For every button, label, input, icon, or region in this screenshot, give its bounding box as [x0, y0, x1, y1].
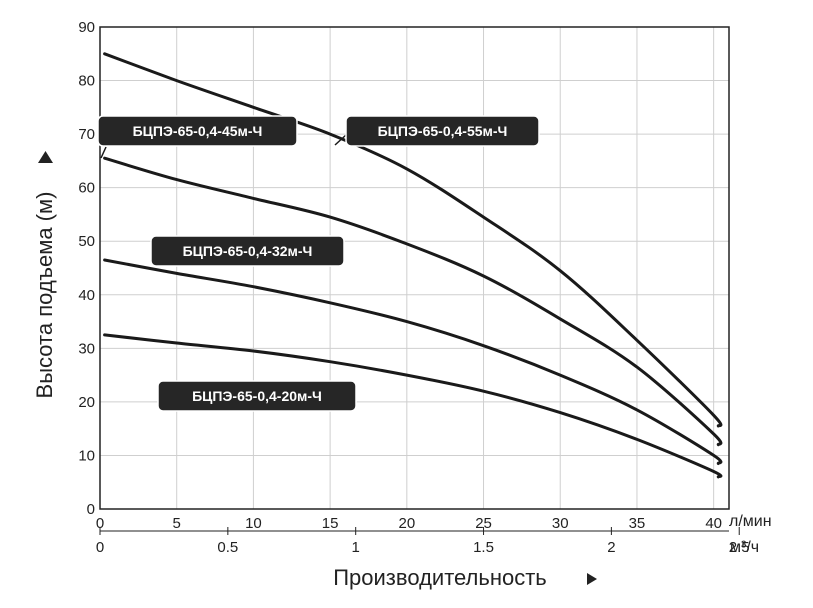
x-tick-label-lpm: 15 [322, 515, 339, 532]
x-unit-primary: л/мин [729, 513, 772, 530]
series-label-text: БЦПЭ-65-0,4-45м-Ч [133, 123, 263, 139]
x-tick-label-lpm: 35 [629, 515, 646, 532]
y-tick-label: 10 [78, 447, 95, 464]
x-tick-label-m3h: 1.5 [473, 539, 494, 556]
series-label-leader [100, 146, 107, 159]
series-label-box [150, 235, 345, 267]
series-labels: БЦПЭ-65-0,4-55м-Ч БЦПЭ-65-0,4-45м-Ч БЦПЭ-6… [97, 115, 540, 412]
y-tick-label: 30 [78, 340, 95, 357]
series-label-text: БЦПЭ-65-0,4-32м-Ч [183, 243, 313, 259]
y-axis-title: Высота подъема (м) [32, 192, 57, 399]
x-tick-label-m3h: 2.5 [729, 539, 750, 556]
y-tick-label: 70 [78, 126, 95, 143]
curves [103, 52, 723, 479]
x-tick-label-m3h: 0.5 [217, 539, 238, 556]
series-label-text: БЦПЭ-65-0,4-20м-Ч [192, 388, 322, 404]
series-label-box [157, 380, 357, 412]
series-label-box [345, 115, 540, 147]
y-tick-label: 60 [78, 180, 95, 197]
x-axis-ticks-m3h: 0 0.5 1 1.5 2 2.5 [96, 527, 750, 556]
grid [99, 26, 729, 510]
x-tick-label-lpm: 0 [96, 515, 104, 532]
y-tick-label: 0 [87, 501, 95, 518]
series-curve-3 [103, 333, 723, 479]
y-tick-label: 40 [78, 287, 95, 304]
x-tick-label-lpm: 20 [398, 515, 415, 532]
x-tick-label-m3h: 2 [607, 539, 615, 556]
x-tick-label-lpm: 40 [705, 515, 722, 532]
x-axis-ticks-lpm: 0 5 10 15 20 25 30 35 40 [96, 515, 722, 532]
x-axis-title: Производительность [333, 565, 547, 590]
y-tick-label: 80 [78, 73, 95, 90]
series-label-text: БЦПЭ-65-0,4-55м-Ч [378, 123, 508, 139]
x-tick-label-lpm: 5 [173, 515, 181, 532]
series-label-box [97, 115, 298, 147]
series-label-leader [334, 134, 347, 146]
y-tick-label: 20 [78, 394, 95, 411]
series-curve-2 [103, 258, 723, 465]
x-tick-label-lpm: 10 [245, 515, 262, 532]
y-axis-ticks: 0 10 20 30 40 50 60 70 80 90 [78, 19, 95, 518]
y-tick-label: 50 [78, 233, 95, 250]
x-axis-arrow-icon [587, 573, 597, 585]
plot-frame [99, 26, 730, 510]
series-curve-1 [103, 156, 723, 447]
series-curve-0 [103, 52, 723, 428]
x-tick-label-m3h: 0 [96, 539, 104, 556]
y-axis-arrow-icon [38, 151, 53, 163]
x-tick-label-lpm: 30 [552, 515, 569, 532]
x-tick-label-m3h: 1 [352, 539, 360, 556]
x-unit-secondary: м³/ч [730, 539, 759, 556]
y-tick-label: 90 [78, 19, 95, 36]
x-tick-label-lpm: 25 [475, 515, 492, 532]
